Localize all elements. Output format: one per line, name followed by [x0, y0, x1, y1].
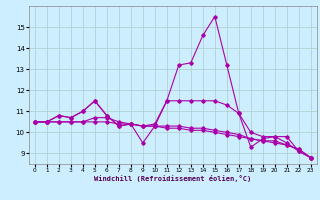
- X-axis label: Windchill (Refroidissement éolien,°C): Windchill (Refroidissement éolien,°C): [94, 175, 252, 182]
